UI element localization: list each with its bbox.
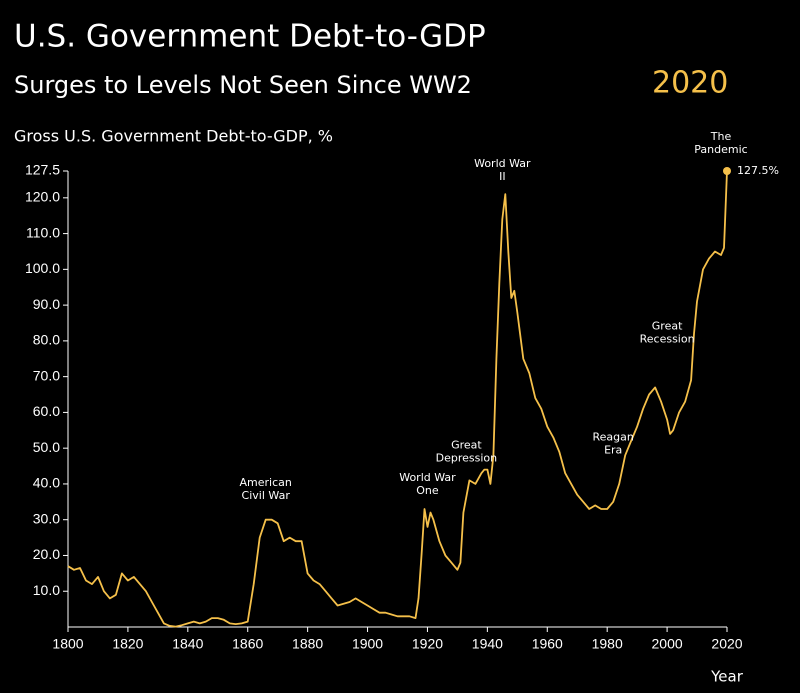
annotation: Depression xyxy=(436,452,498,465)
x-tick-label: 1840 xyxy=(172,636,203,652)
x-tick-label: 2000 xyxy=(652,636,683,652)
y-tick-label: 20.0 xyxy=(33,546,60,562)
x-tick-label: 1920 xyxy=(412,636,443,652)
annotation: Great xyxy=(451,439,482,452)
y-tick-label: 90.0 xyxy=(33,296,60,312)
y-tick-label: 40.0 xyxy=(33,475,60,491)
x-tick-label: 1800 xyxy=(52,636,83,652)
y-tick-label: 110.0 xyxy=(26,224,60,240)
x-tick-label: 1860 xyxy=(232,636,263,652)
y-tick-label: 70.0 xyxy=(33,367,60,383)
x-tick-label: 1880 xyxy=(292,636,323,652)
y-tick-label: 80.0 xyxy=(33,332,60,348)
x-tick-label: 2020 xyxy=(711,636,742,652)
annotation: Era xyxy=(604,443,622,456)
x-axis-label: Year xyxy=(710,668,744,686)
x-tick-label: 1900 xyxy=(352,636,383,652)
annotation: American xyxy=(240,476,292,489)
annotation: Pandemic xyxy=(694,143,747,156)
annotation: World War xyxy=(474,157,531,170)
chart-subtitle: Surges to Levels Not Seen Since WW2 xyxy=(14,71,472,99)
annotation: The xyxy=(710,130,732,143)
y-tick-label: 10.0 xyxy=(33,582,60,598)
annotation: World War xyxy=(399,471,456,484)
annotation: One xyxy=(416,484,439,497)
annotation: Civil War xyxy=(242,489,291,502)
x-tick-label: 1820 xyxy=(112,636,143,652)
debt-line xyxy=(67,170,728,628)
annotation: Great xyxy=(652,320,683,333)
end-label: 127.5% xyxy=(737,164,779,177)
chart-title: U.S. Government Debt-to-GDP xyxy=(14,19,486,55)
y-axis-label: Gross U.S. Government Debt-to-GDP, % xyxy=(14,127,333,146)
annotation: Reagan xyxy=(592,430,633,443)
y-tick-label: 127.5 xyxy=(25,162,60,178)
y-tick-label: 60.0 xyxy=(33,403,60,419)
annotation: Recession xyxy=(640,333,695,346)
y-tick-label: 100.0 xyxy=(25,260,60,276)
y-tick-label: 50.0 xyxy=(33,439,60,455)
subtitle-highlight: 2020 xyxy=(652,66,728,101)
x-tick-label: 1980 xyxy=(592,636,623,652)
y-tick-label: 120.0 xyxy=(25,189,60,205)
end-point xyxy=(723,167,731,175)
x-tick-label: 1940 xyxy=(472,636,503,652)
x-tick-label: 1960 xyxy=(532,636,563,652)
y-tick-label: 30.0 xyxy=(33,510,60,526)
annotation: II xyxy=(499,170,506,183)
